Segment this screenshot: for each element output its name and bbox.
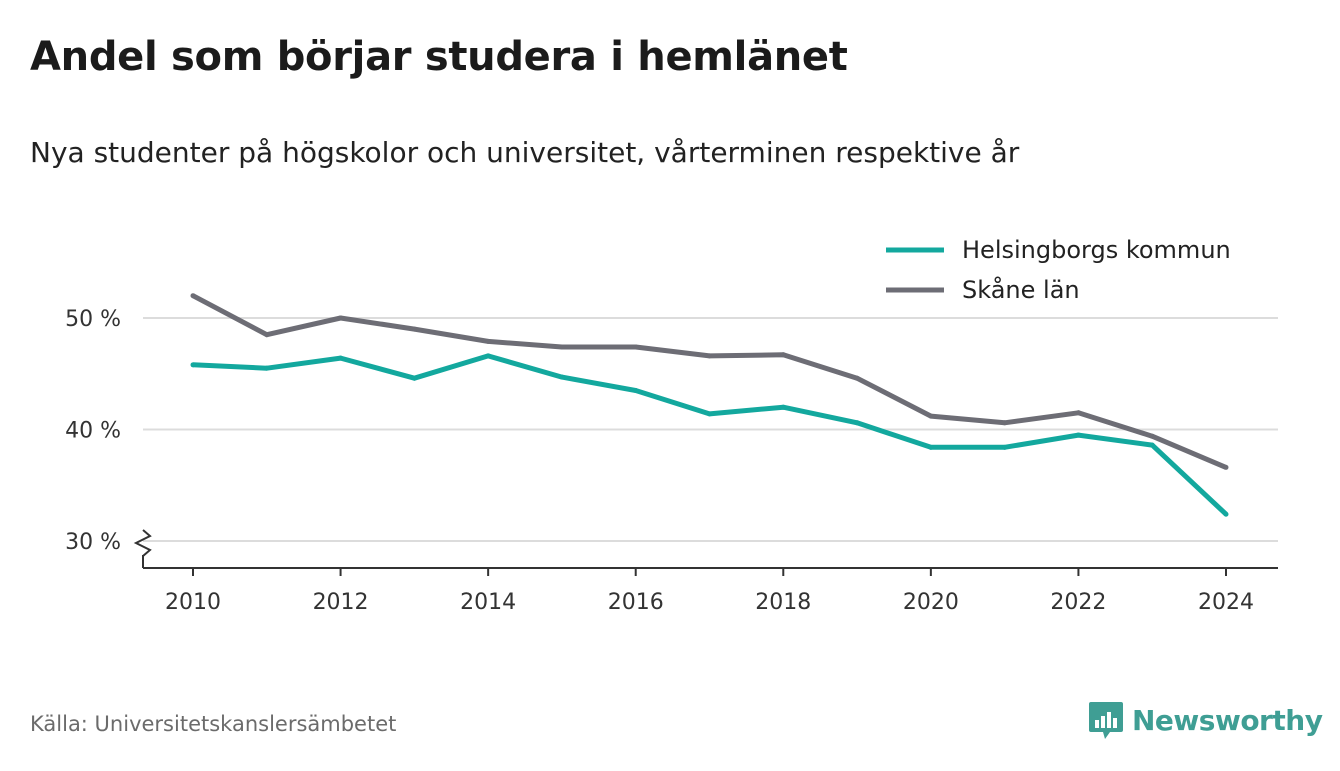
data-point bbox=[707, 353, 712, 359]
data-point bbox=[264, 365, 270, 371]
x-tick-label: 2010 bbox=[165, 590, 221, 615]
x-tick-label: 2016 bbox=[608, 590, 664, 615]
data-point bbox=[1223, 464, 1229, 470]
y-tick-label: 40 % bbox=[65, 419, 121, 444]
series-lines bbox=[190, 293, 1229, 517]
data-point bbox=[264, 332, 270, 338]
legend-background bbox=[878, 228, 1258, 316]
legend-label: Skåne län bbox=[962, 275, 1080, 304]
data-point bbox=[190, 362, 196, 368]
data-point bbox=[780, 404, 786, 410]
data-point bbox=[1075, 432, 1081, 438]
x-tick-label: 2020 bbox=[903, 590, 959, 615]
data-point bbox=[338, 315, 344, 321]
axis-break-marker bbox=[133, 529, 152, 557]
x-tick-label: 2012 bbox=[313, 590, 369, 615]
data-point bbox=[485, 353, 491, 359]
legend: Helsingborgs kommun Skåne län bbox=[878, 228, 1258, 316]
chart-title: Andel som börjar studera i hemlänet bbox=[30, 34, 848, 80]
data-point bbox=[559, 344, 565, 350]
data-point bbox=[485, 338, 491, 344]
data-point bbox=[1149, 433, 1155, 439]
y-tick-label: 50 % bbox=[65, 307, 121, 332]
data-point bbox=[854, 375, 860, 381]
data-point bbox=[633, 387, 639, 393]
data-point bbox=[338, 355, 344, 361]
data-point bbox=[1002, 444, 1008, 450]
data-point bbox=[411, 375, 417, 381]
legend-label: Helsingborgs kommun bbox=[962, 236, 1231, 264]
line-chart: 30 % 40 % 50 % 2010 2012 2014 2016 2018 2020 2022… bbox=[65, 228, 1278, 615]
series-line-skane-lan bbox=[191, 293, 1227, 470]
source-note: Källa: Universitetskanslersämbetet bbox=[30, 712, 397, 736]
x-tick-label: 2022 bbox=[1050, 590, 1106, 615]
data-point bbox=[780, 352, 786, 358]
axes: 30 % 40 % 50 % 2010 2012 2014 2016 2018 2020 2022… bbox=[65, 307, 1278, 615]
newsworthy-logo: Newsworthy bbox=[1088, 698, 1323, 742]
x-tick-label: 2014 bbox=[460, 590, 516, 615]
data-point bbox=[854, 420, 860, 426]
data-point bbox=[1223, 511, 1229, 517]
x-tick-label: 2024 bbox=[1198, 590, 1254, 615]
data-point bbox=[559, 374, 565, 380]
data-point bbox=[1149, 442, 1155, 448]
data-point bbox=[928, 413, 934, 419]
data-point bbox=[1075, 410, 1081, 416]
data-point bbox=[633, 344, 639, 350]
data-point bbox=[707, 411, 712, 417]
data-point bbox=[928, 444, 934, 450]
gridlines bbox=[143, 317, 1278, 542]
chart-subtitle: Nya studenter på högskolor och universit… bbox=[30, 136, 1020, 169]
data-point bbox=[411, 326, 417, 332]
x-tick-label: 2018 bbox=[755, 590, 811, 615]
series-line-helsingborgs-kommun bbox=[192, 353, 1228, 517]
data-point bbox=[190, 293, 196, 299]
data-point bbox=[1002, 420, 1008, 426]
y-tick-label: 30 % bbox=[65, 530, 121, 555]
bar-chart-speech-bubble-icon bbox=[1089, 702, 1123, 739]
brand-name: Newsworthy bbox=[1132, 703, 1323, 737]
